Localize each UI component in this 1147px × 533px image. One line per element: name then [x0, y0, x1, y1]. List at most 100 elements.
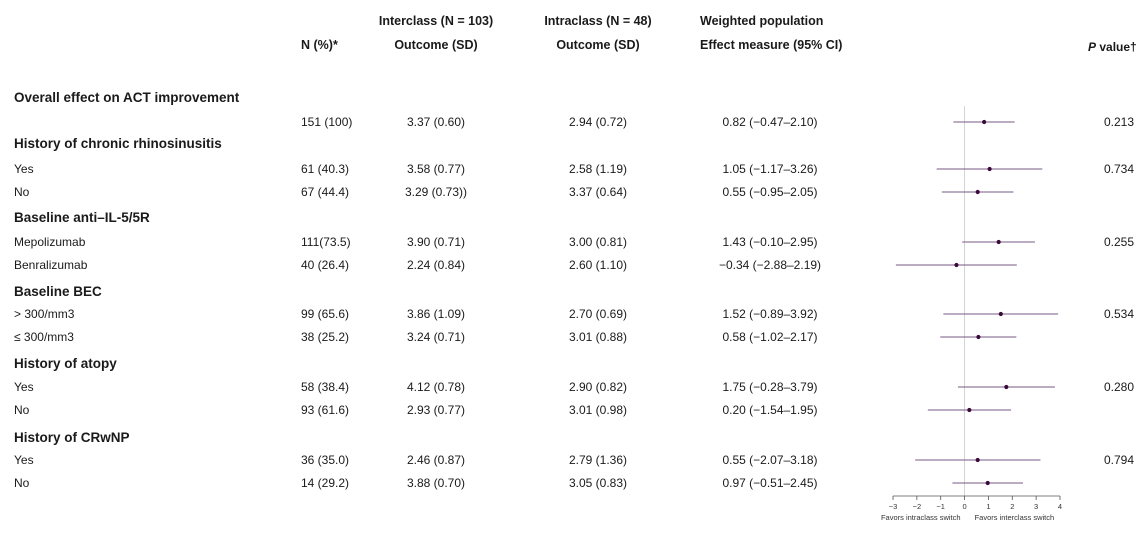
- table-row: > 300/mm3 99 (65.6) 3.86 (1.09) 2.70 (0.…: [0, 305, 1147, 323]
- row-p-value: 0.255: [1103, 235, 1134, 249]
- row-effect: 1.75 (−0.28–3.79): [722, 380, 818, 394]
- row-intraclass: 2.79 (1.36): [568, 453, 628, 467]
- row-interclass: 3.90 (0.71): [406, 235, 466, 249]
- header-p-value: P value†: [1088, 40, 1137, 54]
- x-tick-label: 1: [986, 502, 990, 511]
- row-effect: 0.55 (−2.07–3.18): [722, 453, 818, 467]
- point-estimate: [985, 480, 990, 486]
- row-label: No: [14, 476, 30, 490]
- row-p-value: 0.734: [1103, 162, 1134, 176]
- row-interclass: 2.93 (0.77): [406, 403, 466, 417]
- header-weighted-top: Weighted population: [700, 14, 824, 28]
- x-tick-label: −2: [913, 502, 922, 511]
- row-effect: 1.52 (−0.89–3.92): [722, 307, 818, 321]
- row-label: ≤ 300/mm3: [14, 330, 74, 344]
- row-label: Mepolizumab: [14, 235, 86, 249]
- table-row: Yes 61 (40.3) 3.58 (0.77) 2.58 (1.19) 1.…: [0, 160, 1147, 178]
- row-n: 99 (65.6): [301, 307, 350, 321]
- row-interclass: 3.58 (0.77): [406, 162, 466, 176]
- header-weighted-sub: Effect measure (95% CI): [700, 38, 843, 52]
- row-interclass: 2.46 (0.87): [406, 453, 466, 467]
- favors-left-label: Favors intraclass switch: [881, 513, 961, 522]
- point-estimate: [1004, 384, 1009, 390]
- row-effect: 0.82 (−0.47–2.10): [722, 115, 818, 129]
- row-label: > 300/mm3: [14, 307, 75, 321]
- header-interclass-sub: Outcome (SD): [394, 38, 478, 52]
- section-bec: Baseline BEC: [14, 284, 102, 299]
- row-n: 61 (40.3): [301, 162, 350, 176]
- table-row: Benralizumab 40 (26.4) 2.24 (0.84) 2.60 …: [0, 256, 1147, 274]
- row-effect: 0.20 (−1.54–1.95): [722, 403, 818, 417]
- table-row: No 93 (61.6) 2.93 (0.77) 3.01 (0.98) 0.2…: [0, 401, 1147, 419]
- row-intraclass: 3.00 (0.81): [568, 235, 628, 249]
- row-n: 38 (25.2): [301, 330, 350, 344]
- table-row: 151 (100) 3.37 (0.60) 2.94 (0.72) 0.82 (…: [0, 113, 1147, 131]
- section-crwnp: History of CRwNP: [14, 430, 130, 445]
- table-row: Mepolizumab 111(73.5) 3.90 (0.71) 3.00 (…: [0, 233, 1147, 251]
- x-tick-label: 4: [1058, 502, 1062, 511]
- row-effect: 1.05 (−1.17–3.26): [722, 162, 818, 176]
- row-label: Benralizumab: [14, 258, 88, 272]
- row-p-value: 0.280: [1103, 380, 1134, 394]
- row-n: 151 (100): [301, 115, 353, 129]
- table-row: Yes 36 (35.0) 2.46 (0.87) 2.79 (1.36) 0.…: [0, 451, 1147, 469]
- row-intraclass: 3.01 (0.88): [568, 330, 628, 344]
- row-interclass: 3.24 (0.71): [406, 330, 466, 344]
- header-intraclass-sub: Outcome (SD): [556, 38, 640, 52]
- row-interclass: 3.86 (1.09): [406, 307, 466, 321]
- row-intraclass: 3.05 (0.83): [568, 476, 628, 490]
- row-p-value: 0.794: [1103, 453, 1134, 467]
- favors-right-label: Favors interclass switch: [975, 513, 1055, 522]
- table-row: ≤ 300/mm3 38 (25.2) 3.24 (0.71) 3.01 (0.…: [0, 328, 1147, 346]
- table-row: Yes 58 (38.4) 4.12 (0.78) 2.90 (0.82) 1.…: [0, 378, 1147, 396]
- section-anti-il5: Baseline anti–IL-5/5R: [14, 210, 150, 225]
- point-estimate: [975, 189, 980, 195]
- point-estimate: [998, 311, 1003, 317]
- point-estimate: [976, 334, 981, 340]
- row-intraclass: 2.70 (0.69): [568, 307, 628, 321]
- section-overall: Overall effect on ACT improvement: [14, 90, 240, 105]
- row-n: 58 (38.4): [301, 380, 350, 394]
- point-estimate: [975, 457, 980, 463]
- x-tick-label: −1: [936, 502, 945, 511]
- row-intraclass: 3.37 (0.64): [568, 185, 628, 199]
- row-n: 36 (35.0): [301, 453, 350, 467]
- point-estimate: [982, 119, 987, 125]
- section-rhinosinusitis: History of chronic rhinosinusitis: [14, 136, 222, 151]
- row-n: 14 (29.2): [301, 476, 350, 490]
- row-n: 93 (61.6): [301, 403, 350, 417]
- row-n: 111(73.5): [301, 235, 351, 249]
- row-intraclass: 2.90 (0.82): [568, 380, 628, 394]
- row-n: 40 (26.4): [301, 258, 350, 272]
- row-interclass: 4.12 (0.78): [406, 380, 466, 394]
- point-estimate: [987, 166, 992, 172]
- row-interclass: 3.29 (0.73)): [404, 185, 468, 199]
- row-label: No: [14, 185, 30, 199]
- row-interclass: 2.24 (0.84): [406, 258, 466, 272]
- row-n: 67 (44.4): [301, 185, 350, 199]
- row-label: Yes: [14, 380, 34, 394]
- x-tick-label: 0: [962, 502, 966, 511]
- table-row: No 67 (44.4) 3.29 (0.73)) 3.37 (0.64) 0.…: [0, 183, 1147, 201]
- row-intraclass: 2.60 (1.10): [568, 258, 628, 272]
- row-intraclass: 3.01 (0.98): [568, 403, 628, 417]
- row-effect: −0.34 (−2.88–2.19): [718, 258, 822, 272]
- x-tick-label: 3: [1034, 502, 1038, 511]
- row-intraclass: 2.94 (0.72): [568, 115, 628, 129]
- header-p-italic: P: [1088, 40, 1097, 54]
- header-intraclass-top: Intraclass (N = 48): [544, 14, 652, 28]
- row-label: No: [14, 403, 30, 417]
- header-interclass-top: Interclass (N = 103): [378, 14, 494, 28]
- point-estimate: [996, 239, 1001, 245]
- header-p-rest: value†: [1096, 40, 1137, 54]
- x-tick-label: −3: [889, 502, 898, 511]
- section-atopy: History of atopy: [14, 356, 117, 371]
- row-effect: 0.97 (−0.51–2.45): [722, 476, 818, 490]
- row-interclass: 3.37 (0.60): [406, 115, 466, 129]
- row-label: Yes: [14, 162, 34, 176]
- row-p-value: 0.534: [1103, 307, 1134, 321]
- x-tick-label: 2: [1010, 502, 1014, 511]
- point-estimate: [954, 262, 959, 268]
- row-effect: 0.55 (−0.95–2.05): [722, 185, 818, 199]
